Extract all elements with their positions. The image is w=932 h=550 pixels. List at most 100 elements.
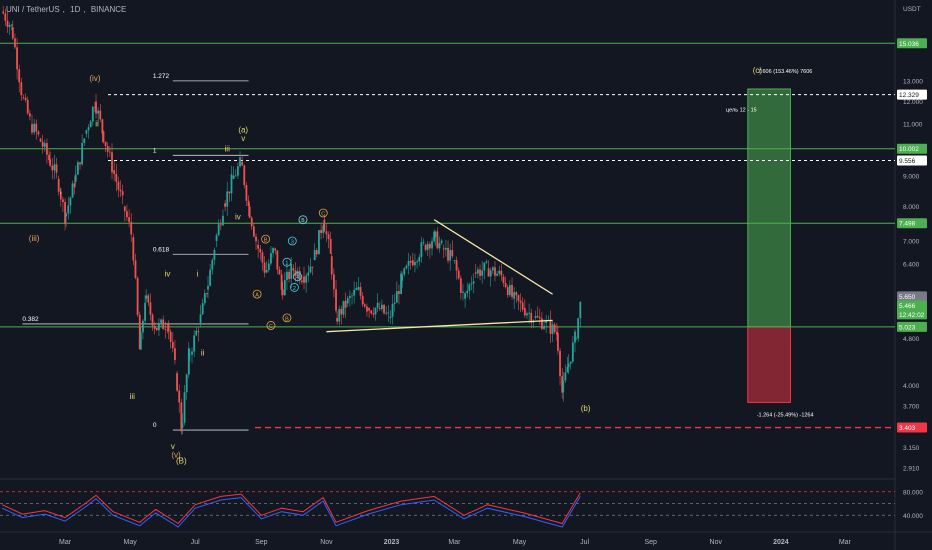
candle-body: [418, 257, 421, 262]
candle-body: [31, 124, 33, 133]
candle-body: [57, 178, 60, 192]
candle-body: [37, 131, 40, 135]
candle-body: [8, 25, 11, 27]
candle-body: [270, 253, 272, 264]
candle-body: [519, 300, 522, 303]
candle-body: [575, 338, 577, 340]
candle-body: [6, 20, 9, 27]
candle-body: [338, 308, 341, 322]
subwave-marker-icon: [290, 283, 299, 292]
candle-body: [329, 238, 332, 254]
candle-body: [323, 219, 326, 232]
candle-body: [130, 221, 133, 235]
candle-body: [498, 270, 501, 274]
candle-body: [176, 373, 178, 391]
price-badge-label: 12:42:02: [899, 312, 925, 319]
candle-body: [91, 106, 94, 122]
price-tick-label: 6.400: [903, 262, 920, 269]
candle-body: [283, 280, 286, 296]
candle-body: [167, 322, 170, 332]
candle-body: [89, 121, 92, 128]
price-badge-label: 7.498: [899, 221, 916, 228]
candle-body: [380, 304, 383, 310]
interval-label[interactable]: 1D: [70, 5, 81, 14]
wave-marker-icon: [266, 321, 276, 330]
candle-body: [442, 248, 445, 250]
candle-body: [219, 224, 222, 226]
candle-body: [500, 270, 503, 276]
subwave-marker-icon: [293, 272, 303, 281]
fib-level-label: 1: [153, 147, 157, 154]
candle-body: [183, 392, 186, 423]
candle-body: [378, 308, 381, 310]
subwave-marker-icon: [282, 257, 292, 267]
candle-body: [491, 267, 494, 271]
candle-body: [403, 268, 406, 275]
candle-body: [22, 97, 25, 99]
wave-label: v: [241, 134, 245, 143]
wave-label: iv: [235, 213, 241, 222]
candle-body: [464, 293, 467, 299]
symbol-label[interactable]: UNI / TetherUS: [6, 5, 60, 14]
wave-marker-label: C: [321, 212, 325, 218]
wave-label: ii: [95, 119, 99, 128]
candle-body: [383, 304, 385, 314]
candle-body: [278, 269, 281, 275]
candle-body: [523, 308, 526, 316]
candle-body: [538, 317, 541, 319]
candle-body: [83, 138, 86, 144]
candle-body: [263, 262, 266, 273]
time-tick-label: Nov: [320, 539, 333, 546]
wave-label: i: [196, 270, 198, 279]
candle-body: [370, 310, 373, 314]
candle-body: [197, 330, 200, 332]
candle-body: [123, 206, 126, 212]
subwave-marker-label: 1: [285, 261, 288, 267]
candle-body: [2, 11, 5, 14]
candle-body: [178, 390, 181, 403]
candle-body: [416, 261, 418, 263]
candle-body: [95, 101, 97, 114]
candle-body: [481, 270, 484, 276]
candle-body: [207, 285, 209, 290]
candle-body: [43, 143, 46, 147]
candle-body: [280, 274, 283, 290]
candle-body: [434, 231, 437, 238]
candle-body: [53, 164, 56, 171]
candle-body: [199, 314, 202, 323]
time-tick-label: Jul: [191, 539, 200, 546]
candle-body: [138, 314, 141, 350]
candle-body: [398, 291, 400, 294]
candle-body: [536, 315, 539, 318]
candle-body: [236, 166, 239, 176]
wave-label: ii: [201, 348, 205, 357]
candle-body: [203, 293, 206, 304]
candle-body: [361, 295, 364, 305]
candle-body: [155, 328, 158, 331]
candle-body: [286, 271, 288, 281]
candle-body: [449, 250, 452, 261]
candle-body: [517, 295, 520, 301]
time-tick-label: Sep: [644, 539, 657, 546]
price-badge-label: 5.650: [899, 294, 916, 301]
candle-body: [401, 274, 404, 281]
candle-body: [213, 250, 216, 260]
candle-body: [4, 13, 7, 21]
wave-marker-label: B: [285, 316, 289, 322]
candle-body: [10, 24, 13, 26]
candle-body: [309, 266, 312, 273]
candle-body: [561, 376, 564, 393]
price-badge: [897, 422, 927, 433]
candle-body: [201, 303, 204, 315]
wave-marker-icon: [318, 208, 328, 218]
candle-body: [332, 274, 335, 290]
subwave-marker-icon: [287, 236, 297, 246]
wave-label: (c): [753, 66, 763, 75]
wave-label: (b): [581, 404, 591, 413]
price-tick-label: 4.000: [903, 383, 920, 390]
candle-body: [470, 283, 473, 285]
candle-body: [290, 264, 293, 279]
candle-body: [24, 98, 27, 100]
candle-body: [160, 319, 162, 323]
